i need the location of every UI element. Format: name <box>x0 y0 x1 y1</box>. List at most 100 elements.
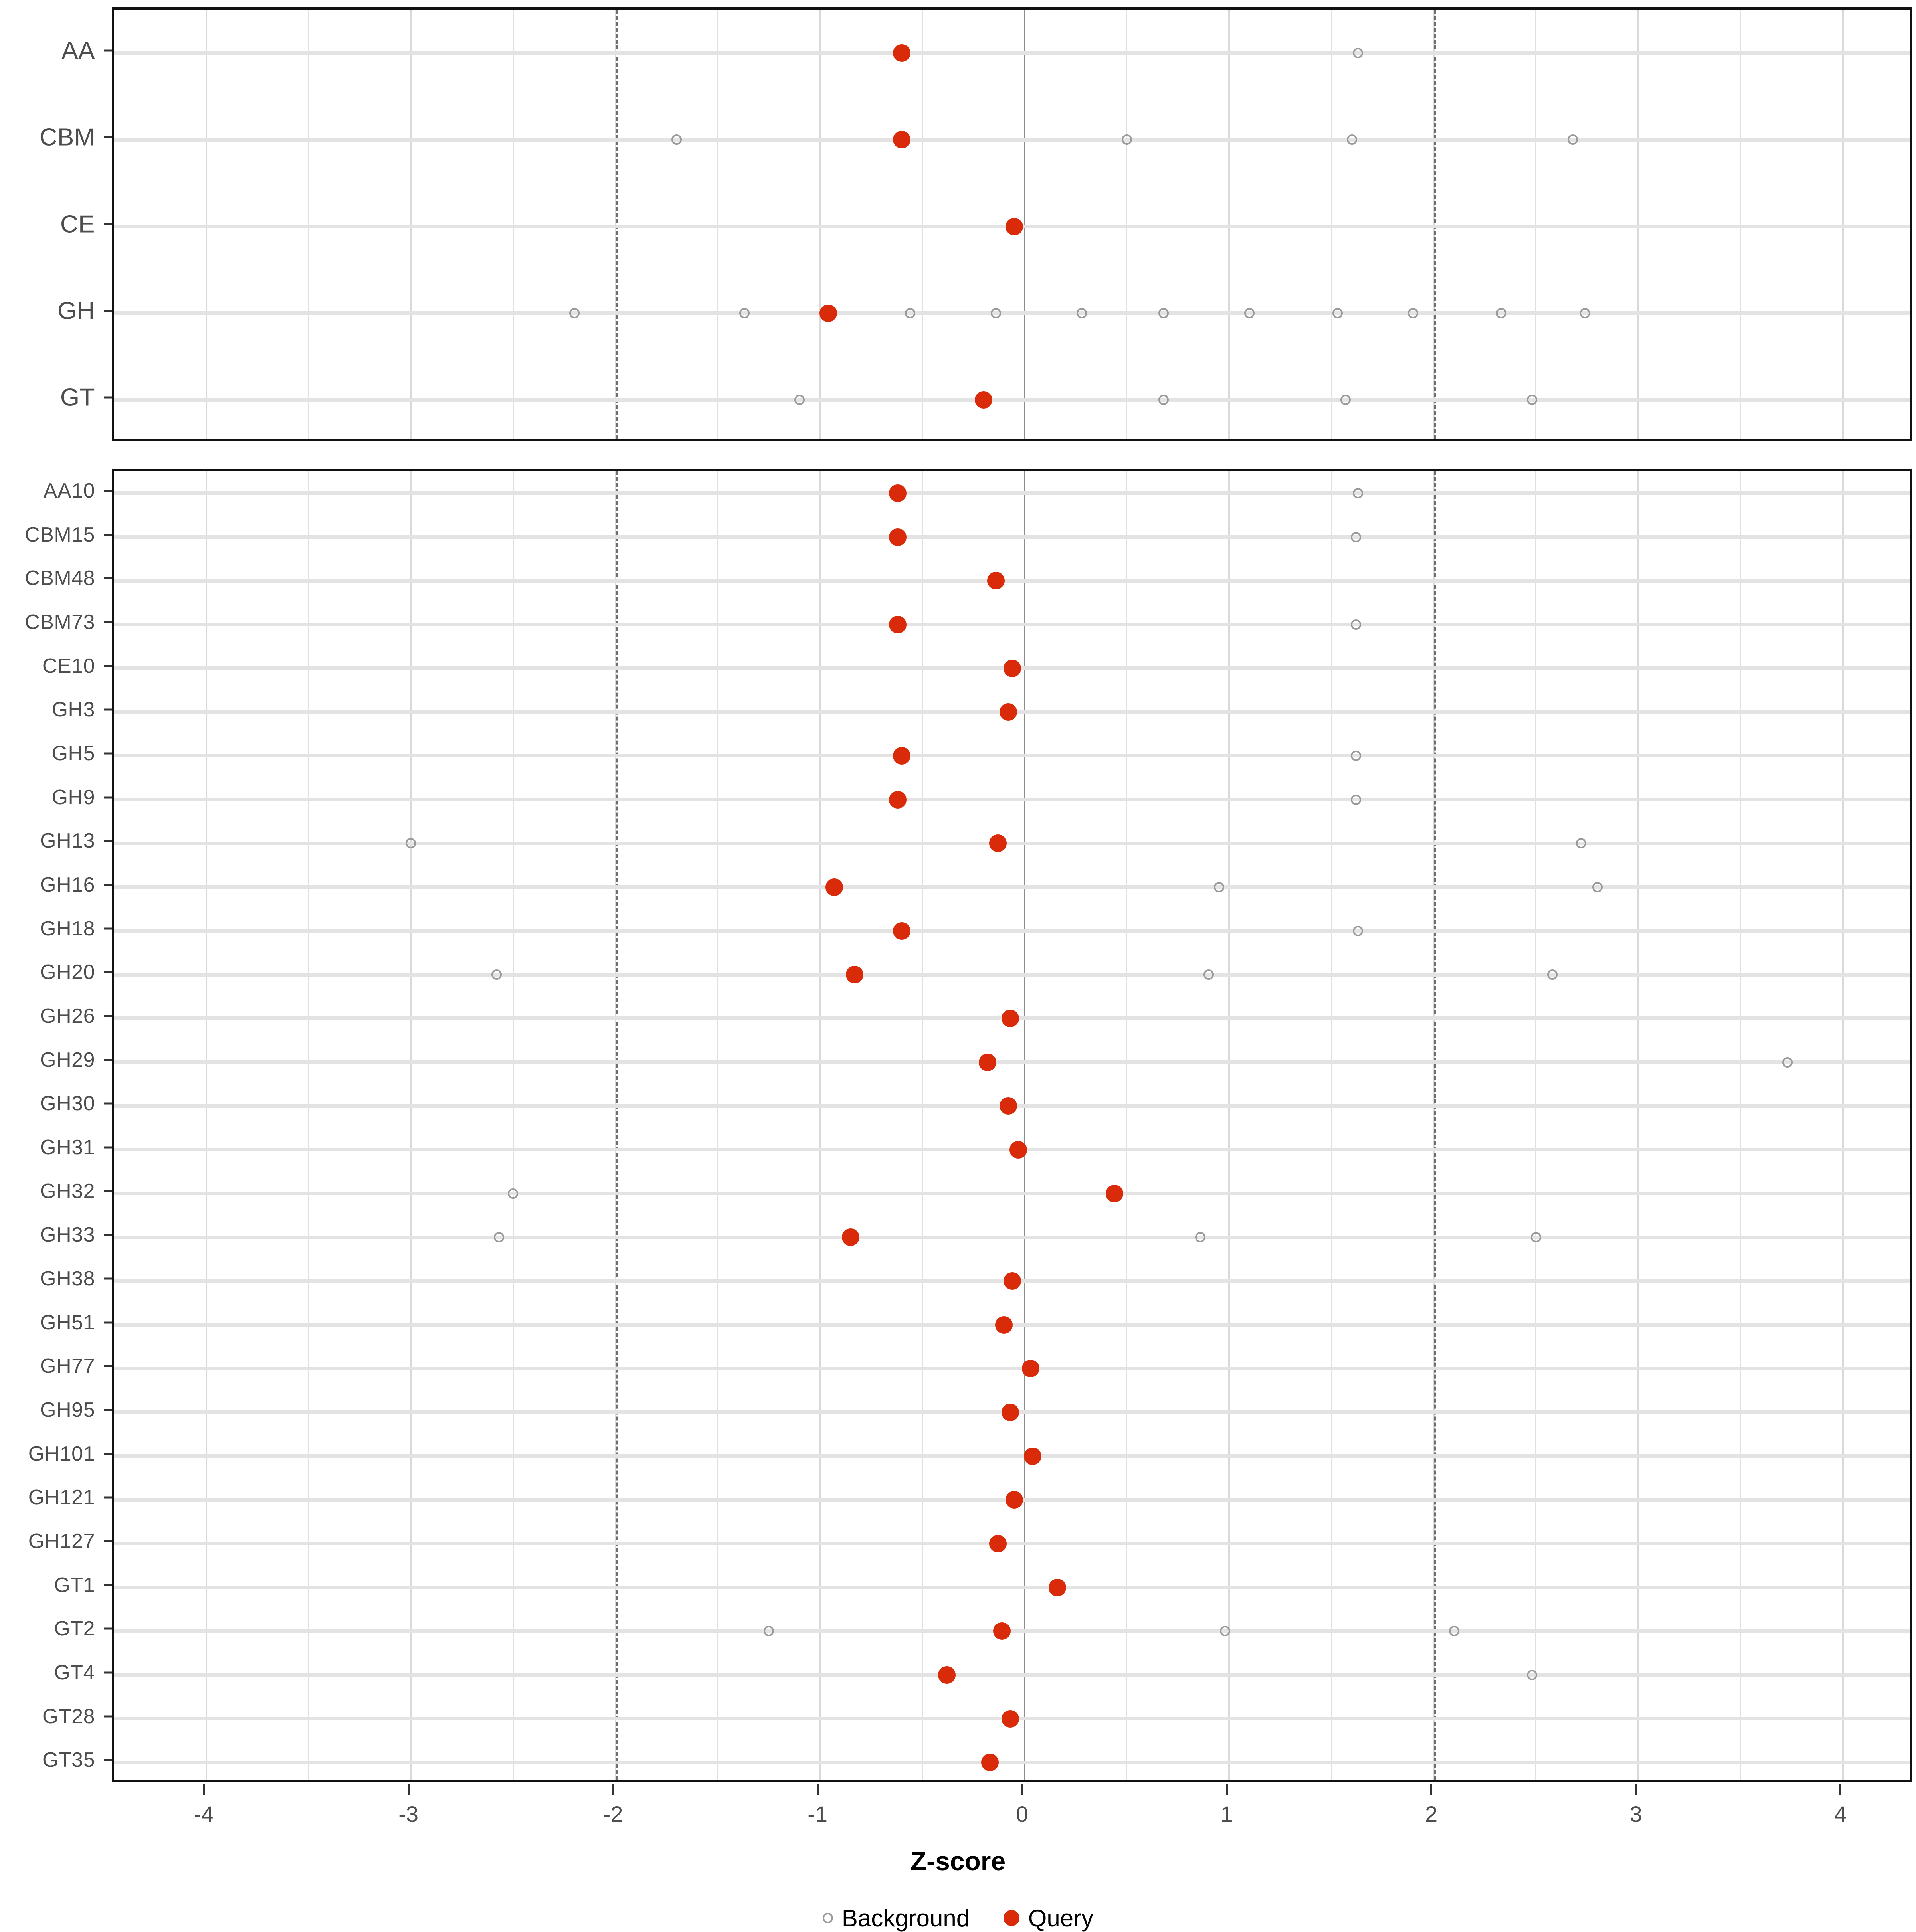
query-point[interactable] <box>893 922 911 940</box>
y-axis-label-GH33: GH33 <box>40 1223 95 1247</box>
query-point[interactable] <box>1024 1447 1042 1465</box>
y-axis-label-CE10: CE10 <box>42 654 95 678</box>
query-point[interactable] <box>1106 1185 1124 1202</box>
query-point[interactable] <box>842 1228 859 1246</box>
x-axis-title: Z-score <box>910 1846 1006 1876</box>
background-point[interactable] <box>794 395 805 405</box>
gridline-minor <box>921 10 923 439</box>
background-point[interactable] <box>905 308 915 318</box>
background-point[interactable] <box>1526 1669 1537 1680</box>
background-point[interactable] <box>1496 308 1506 318</box>
legend-item-query[interactable]: Query <box>1003 1902 1094 1932</box>
y-axis-tick <box>104 840 112 842</box>
gridline-y-AA <box>114 51 1910 55</box>
query-point[interactable] <box>981 1754 999 1772</box>
y-axis-tick <box>104 136 112 138</box>
background-point[interactable] <box>1350 794 1361 805</box>
query-point[interactable] <box>889 791 907 809</box>
background-point[interactable] <box>1782 1057 1793 1068</box>
background-point[interactable] <box>1530 1232 1541 1243</box>
background-point[interactable] <box>1350 619 1361 630</box>
background-point[interactable] <box>671 134 682 145</box>
background-point[interactable] <box>491 969 502 980</box>
background-point[interactable] <box>1353 925 1363 936</box>
query-point[interactable] <box>999 703 1017 721</box>
y-axis-tick <box>104 49 112 52</box>
panel-family-classes <box>112 7 1912 441</box>
background-point[interactable] <box>764 1626 774 1637</box>
query-point[interactable] <box>889 484 907 502</box>
background-point[interactable] <box>1332 308 1343 318</box>
background-point[interactable] <box>1408 308 1419 318</box>
query-point[interactable] <box>846 966 864 984</box>
background-point[interactable] <box>1077 308 1087 318</box>
query-point[interactable] <box>893 131 911 149</box>
legend-item-background[interactable]: Background <box>822 1902 970 1932</box>
query-point[interactable] <box>1006 218 1023 235</box>
background-point[interactable] <box>1158 395 1169 405</box>
query-point[interactable] <box>1009 1141 1027 1159</box>
query-point[interactable] <box>1001 1009 1019 1027</box>
query-point[interactable] <box>975 391 993 409</box>
query-point[interactable] <box>989 834 1007 852</box>
background-point[interactable] <box>1340 395 1351 405</box>
query-point[interactable] <box>1001 1403 1019 1421</box>
query-point[interactable] <box>889 528 907 546</box>
y-axis-tick <box>104 490 112 492</box>
query-point[interactable] <box>1003 1272 1021 1290</box>
background-point[interactable] <box>493 1232 504 1243</box>
background-point[interactable] <box>1346 134 1357 145</box>
background-point[interactable] <box>1592 882 1603 892</box>
query-point[interactable] <box>1001 1710 1019 1728</box>
background-point[interactable] <box>1547 969 1558 980</box>
query-point[interactable] <box>1006 1491 1023 1509</box>
background-point[interactable] <box>1580 308 1590 318</box>
query-point[interactable] <box>999 1097 1017 1115</box>
gridline-minor <box>1126 10 1128 439</box>
background-point[interactable] <box>1350 532 1361 542</box>
background-point[interactable] <box>508 1188 519 1199</box>
gridline-minor <box>308 471 309 1780</box>
y-axis-label-GH9: GH9 <box>51 785 95 809</box>
background-point[interactable] <box>1195 1232 1206 1243</box>
background-point[interactable] <box>1526 395 1537 405</box>
gridline-x-4 <box>1842 10 1844 439</box>
background-point[interactable] <box>1353 47 1363 58</box>
background-point[interactable] <box>406 838 416 849</box>
background-point[interactable] <box>990 308 1001 318</box>
query-point[interactable] <box>1048 1578 1066 1596</box>
query-point[interactable] <box>889 615 907 633</box>
background-point[interactable] <box>1353 488 1363 498</box>
background-point[interactable] <box>1244 308 1255 318</box>
y-axis-tick <box>104 223 112 225</box>
query-point[interactable] <box>979 1053 997 1071</box>
background-point[interactable] <box>1203 969 1214 980</box>
background-point[interactable] <box>1449 1626 1459 1637</box>
background-point[interactable] <box>1219 1626 1230 1637</box>
query-point[interactable] <box>1022 1360 1039 1378</box>
legend-label-query: Query <box>1028 1904 1094 1932</box>
query-point[interactable] <box>989 1535 1007 1552</box>
background-point[interactable] <box>1568 134 1578 145</box>
y-axis-label-GH101: GH101 <box>28 1442 95 1465</box>
background-point[interactable] <box>1576 838 1586 849</box>
gridline-y-GH9 <box>114 798 1910 801</box>
query-point[interactable] <box>1003 659 1021 677</box>
gridline-y-CBM <box>114 138 1910 142</box>
background-point[interactable] <box>1350 750 1361 761</box>
background-point[interactable] <box>1158 308 1169 318</box>
background-point[interactable] <box>1213 882 1224 892</box>
query-point[interactable] <box>987 572 1005 590</box>
query-point[interactable] <box>893 44 911 62</box>
query-point[interactable] <box>938 1666 956 1684</box>
query-point[interactable] <box>893 747 911 765</box>
background-point[interactable] <box>1121 134 1132 145</box>
background-point[interactable] <box>569 308 580 318</box>
query-point[interactable] <box>995 1316 1013 1334</box>
query-point[interactable] <box>825 878 843 896</box>
background-point[interactable] <box>739 308 750 318</box>
query-point[interactable] <box>819 304 837 322</box>
query-point[interactable] <box>993 1622 1011 1640</box>
gridline-minor <box>1126 471 1128 1780</box>
y-axis-tick <box>104 1759 112 1761</box>
